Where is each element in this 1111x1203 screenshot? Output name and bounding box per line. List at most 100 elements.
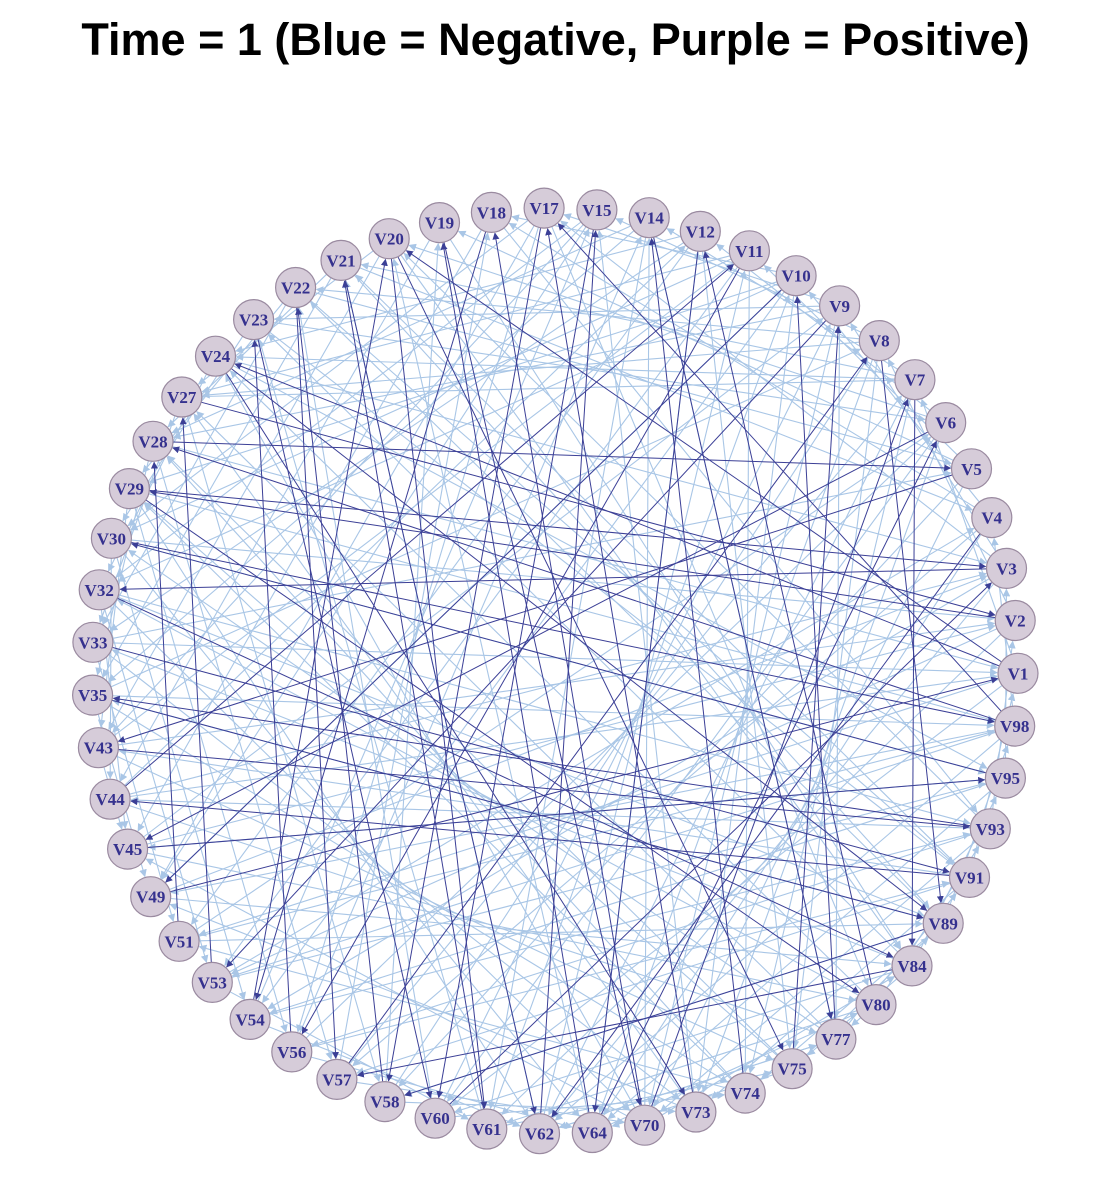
node-circle [997, 652, 1039, 694]
node-V56: V56 [271, 1031, 313, 1073]
node-label: V43 [84, 739, 113, 758]
node-circle [994, 705, 1036, 747]
negative-edge-V56-V91 [310, 880, 950, 1048]
node-V28: V28 [132, 420, 174, 462]
node-circle [364, 1080, 406, 1123]
node-circle [316, 1058, 358, 1101]
node-label: V89 [929, 914, 958, 933]
node-label: V56 [277, 1043, 306, 1062]
node-label: V73 [681, 1103, 710, 1122]
negative-edge-V60-V22 [296, 307, 433, 1099]
node-circle [724, 1072, 766, 1114]
positive-edge-V1-V20 [405, 250, 1002, 663]
node-label: V51 [164, 932, 193, 951]
positive-edge-V19-V70 [443, 241, 643, 1106]
node-circle [72, 621, 114, 663]
negative-edge-V74-V29 [143, 502, 732, 1080]
negative-edge-V15-V43 [112, 224, 584, 733]
positive-edge-V7-V84 [908, 399, 916, 946]
negative-edge-V56-V6 [305, 436, 932, 1039]
negative-edge-V33-V73 [108, 654, 680, 1100]
node-label: V28 [138, 432, 167, 451]
node-V2: V2 [994, 599, 1036, 642]
node-circle [728, 230, 771, 272]
node-label: V11 [735, 242, 763, 261]
negative-edge-V23-V91 [268, 331, 954, 865]
node-label: V98 [1000, 717, 1029, 736]
negative-edge-V5-V70 [653, 486, 964, 1108]
negative-edge-V35-V74 [109, 705, 728, 1083]
page-title: Time = 1 (Blue = Negative, Purple = Posi… [81, 14, 1030, 65]
node-V1: V1 [997, 652, 1039, 694]
positive-edge-V93-V35 [112, 695, 971, 827]
positive-edge-V24-V73 [225, 372, 686, 1095]
node-circle [858, 320, 900, 362]
negative-edge-V17-V49 [160, 225, 535, 880]
negative-edge-V12-V24 [235, 235, 682, 354]
negative-edge-V32-V93 [118, 594, 971, 826]
negative-edge-V33-V5 [112, 470, 952, 639]
negative-edge-V32-V53 [104, 608, 209, 963]
node-circle [523, 187, 565, 229]
positive-edge-V24-V89 [230, 368, 928, 911]
node-V43: V43 [77, 727, 120, 769]
node-V33: V33 [72, 621, 114, 663]
node-V93: V93 [969, 808, 1011, 850]
positive-edge-V33-V91 [112, 646, 950, 874]
negative-edge-V35-V98 [112, 695, 995, 730]
positive-edge-V2-V29 [149, 489, 996, 619]
node-label: V8 [869, 332, 890, 351]
negative-edge-V43-V11 [113, 263, 734, 736]
node-label: V14 [635, 209, 665, 228]
node-label: V4 [981, 509, 1002, 528]
positive-edge-V18-V54 [254, 231, 487, 1000]
positive-edge-V98-V17 [557, 223, 1002, 712]
node-V91: V91 [948, 856, 991, 899]
negative-edge-V30-V64 [123, 553, 580, 1117]
node-circle [77, 727, 120, 769]
negative-edge-V77-V30 [128, 549, 820, 1029]
negative-edge-V1-V7 [920, 398, 1012, 655]
positive-edge-V1-V24 [234, 362, 1000, 667]
node-label: V21 [326, 251, 355, 270]
positive-edge-V23-V60 [257, 338, 433, 1099]
negative-edge-V89-V22 [310, 301, 930, 910]
negative-edge-V75-V28 [167, 455, 779, 1056]
node-V10: V10 [775, 255, 817, 297]
negative-edge-V62-V11 [543, 270, 747, 1115]
negative-edge-V5-V58 [398, 483, 959, 1087]
node-circle [90, 517, 133, 559]
node-V51: V51 [158, 920, 200, 962]
node-label: V95 [991, 769, 1020, 788]
negative-edge-V24-V95 [232, 365, 988, 769]
node-V11: V11 [728, 230, 771, 272]
negative-edge-V12-V33 [109, 242, 685, 631]
node-V5: V5 [950, 448, 993, 490]
node-V77: V77 [815, 1018, 857, 1060]
node-label: V32 [85, 581, 114, 600]
negative-edge-V54-V62 [268, 1026, 521, 1128]
negative-edge-V51-V6 [195, 433, 930, 931]
positive-edge-V84-V57 [356, 969, 893, 1078]
node-V22: V22 [275, 266, 317, 309]
node-label: V45 [113, 840, 142, 859]
node-circle [108, 468, 150, 510]
negative-edge-V44-V3 [129, 571, 987, 795]
node-circle [994, 599, 1036, 642]
negative-edge-V18-V45 [137, 229, 482, 832]
node-V30: V30 [90, 517, 133, 559]
node-label: V24 [201, 347, 231, 366]
negative-edge-V32-V89 [117, 596, 925, 917]
node-label: V75 [777, 1060, 806, 1079]
positive-edge-V51-V28 [150, 461, 179, 922]
negative-edge-V93-V56 [311, 834, 972, 1048]
positive-edges [111, 223, 1002, 1118]
node-circle [89, 778, 131, 820]
negative-edge-V30-V54 [116, 557, 246, 1000]
positive-edge-V73-V17 [545, 228, 694, 1093]
node-V29: V29 [108, 468, 150, 510]
node-circle [470, 191, 512, 233]
node-circle [132, 420, 174, 462]
node-label: V12 [686, 222, 715, 241]
node-V24: V24 [194, 335, 237, 377]
